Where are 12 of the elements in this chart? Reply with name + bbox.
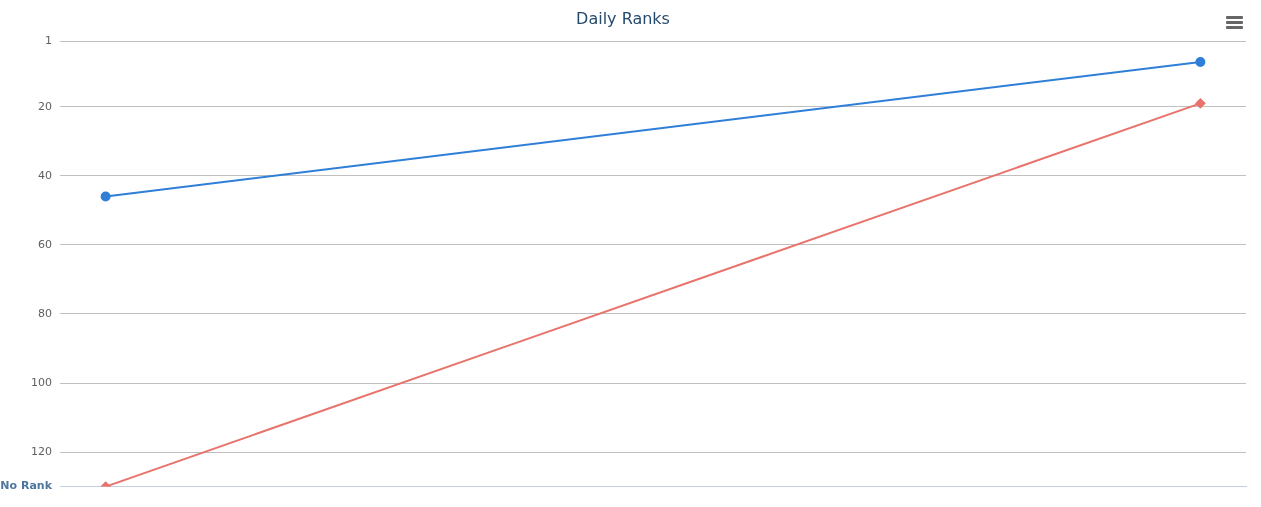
y-tick-label: 80 [38, 306, 52, 320]
y-tick-label: 100 [31, 375, 52, 389]
y-tick-label: 40 [38, 168, 52, 182]
point [1195, 98, 1206, 109]
point [100, 191, 111, 202]
y-tick-label: 60 [38, 237, 52, 251]
chart-title: Daily Ranks [576, 8, 670, 28]
y-tick-label: 20 [38, 99, 52, 113]
y-tick-label: 120 [31, 444, 52, 458]
y-tick-label: No Rank [0, 479, 53, 493]
y-tick-label: 1 [45, 34, 52, 48]
point [1195, 56, 1206, 67]
